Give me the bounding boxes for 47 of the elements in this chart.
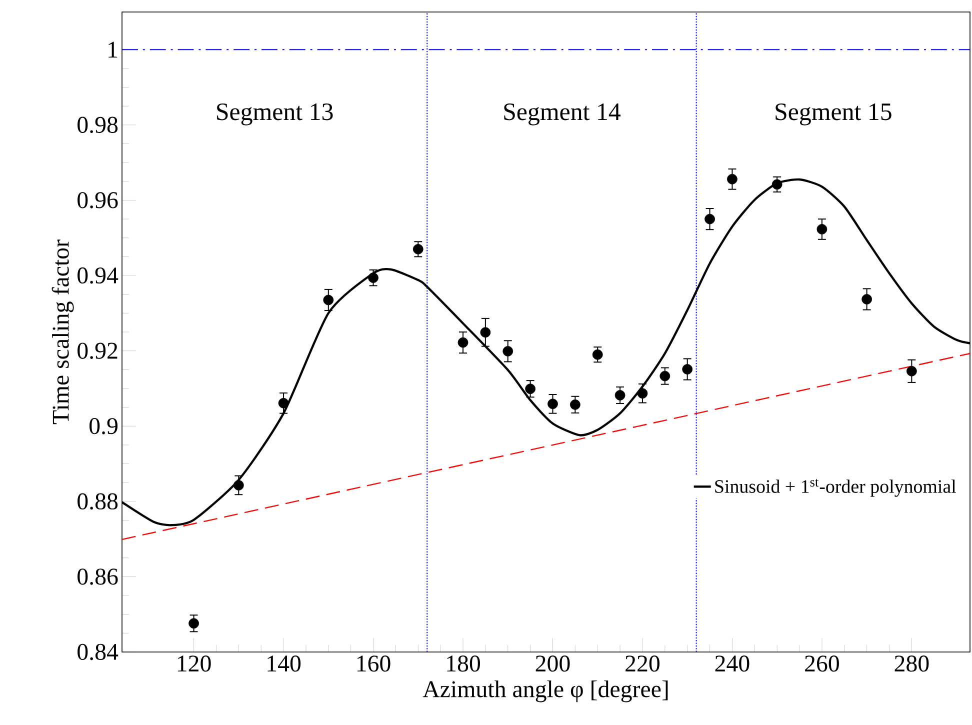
annotation: Segment 15	[776, 103, 892, 126]
x-tick-label: 260	[805, 656, 839, 672]
x-tick-label: 120	[178, 656, 211, 672]
x-tick-label: 200	[536, 656, 570, 672]
point	[816, 224, 828, 234]
point	[502, 346, 514, 356]
y-tick-label: 0.88	[78, 493, 118, 510]
point	[323, 294, 334, 306]
x-tick-label: 140	[268, 656, 301, 672]
point	[412, 244, 424, 254]
point	[704, 214, 715, 224]
point	[682, 364, 693, 374]
point	[548, 398, 558, 410]
y-tick-label: 0.96	[78, 192, 118, 208]
x-tick-label: 280	[894, 656, 929, 672]
point	[592, 349, 603, 360]
point	[772, 179, 782, 190]
x-tick-label: 180	[447, 656, 480, 672]
x-tick-label: 240	[715, 656, 750, 672]
y-tick-label: 0.92	[78, 342, 118, 359]
annotation: Segment 13	[217, 103, 333, 126]
point	[480, 327, 491, 338]
y-tick-label: 0.86	[78, 568, 118, 585]
point	[368, 272, 378, 283]
point	[660, 370, 670, 382]
legend-label: Sinusoid + 1$^{st}$-order polynomial	[715, 479, 956, 497]
y-tick-label: 0.98	[78, 116, 118, 134]
point	[458, 337, 468, 348]
y-axis-title: Time scaling factor	[52, 240, 74, 424]
point	[727, 174, 738, 184]
y-tick-label: 0.9	[90, 418, 118, 434]
x-tick-label: 220	[626, 656, 660, 672]
point	[614, 390, 626, 400]
point	[637, 388, 648, 399]
point	[188, 618, 199, 629]
x-tick-label: 160	[357, 656, 390, 672]
y-tick-label: 0.94	[78, 267, 118, 284]
annotation: Segment 14	[504, 103, 620, 126]
x-axis-title: Azimuth angle φ [degree]	[422, 680, 668, 702]
point	[278, 398, 289, 408]
point	[525, 384, 536, 394]
y-tick-label: 1	[108, 42, 118, 58]
point	[906, 366, 917, 376]
point	[862, 294, 872, 304]
point	[570, 399, 580, 410]
y-tick-label: 0.84	[78, 644, 118, 660]
point	[233, 480, 244, 490]
